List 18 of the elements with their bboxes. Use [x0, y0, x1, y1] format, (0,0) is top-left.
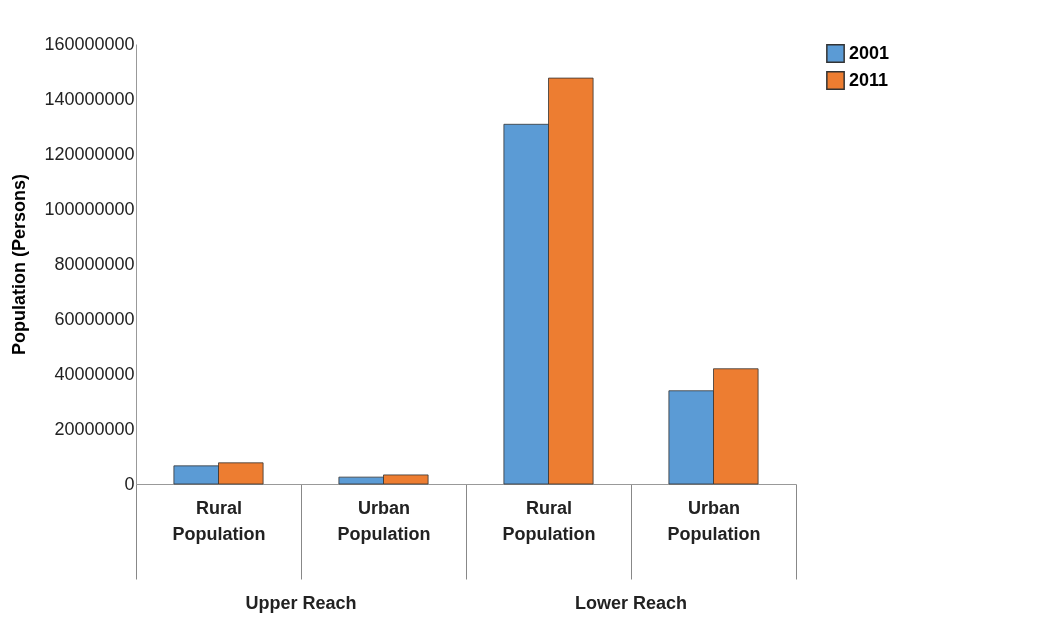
y-tick-label: 80000000: [54, 253, 135, 274]
y-tick-label: 160000000: [44, 33, 135, 54]
x-tick-label: Urban Population: [667, 497, 761, 544]
text: Lower Reach: [574, 593, 688, 613]
y-axis-title: Population (Persons): [9, 173, 30, 356]
y-tick-label: 120000000: [44, 143, 135, 164]
x-tick-label: Rural Population: [502, 497, 596, 544]
y-tick-label: 20000000: [54, 418, 135, 439]
y-tick-label: 140000000: [44, 88, 135, 109]
y-tick-label: 60000000: [54, 308, 135, 329]
legend-label: 2011: [849, 69, 889, 90]
y-tick-label: 40000000: [54, 363, 135, 384]
x-tick-label: Urban Population: [337, 497, 431, 544]
y-tick-label: 100000000: [44, 198, 135, 219]
x-tick-label: Rural Population: [172, 497, 266, 544]
y-tick-label: 0: [124, 473, 135, 494]
legend-label: 2001: [849, 42, 890, 63]
text: Upper Reach: [245, 593, 357, 613]
